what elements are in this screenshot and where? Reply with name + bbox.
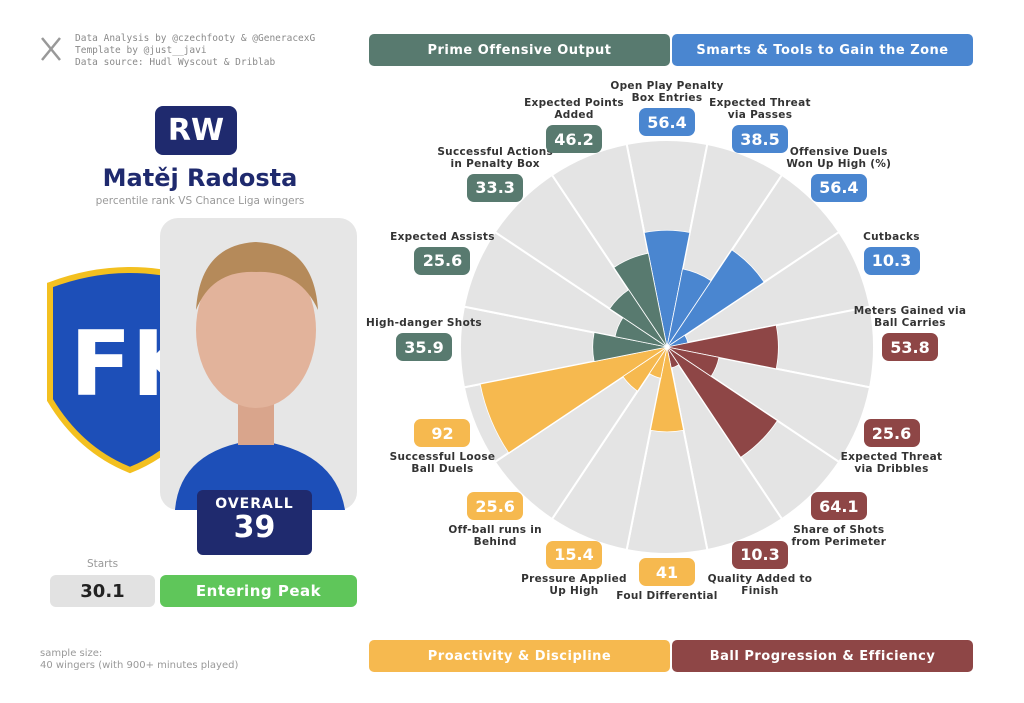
value-label: 33.3	[467, 173, 524, 202]
starts-label: Starts	[86, 558, 119, 570]
value-label: 53.8	[882, 333, 938, 361]
player-name: Matěj Radosta	[102, 164, 298, 192]
slice	[666, 346, 778, 458]
credit-line: Data source: Hudl Wyscout & Driblab	[75, 57, 276, 68]
slice	[592, 332, 668, 362]
category-label: Meters Gained via Ball Carries	[853, 305, 967, 329]
category-label: Open Play Penalty Box Entries	[610, 80, 724, 104]
category-label: Successful Loose Ball Duels	[389, 451, 496, 476]
category-label: High-danger Shots	[366, 317, 482, 329]
category-label: Foul Differential	[616, 590, 718, 602]
slice	[613, 252, 668, 348]
value-label: 15.4	[546, 540, 602, 569]
overall-label: OVERALL	[215, 496, 294, 512]
player-subtitle: percentile rank VS Chance Liga wingers	[95, 195, 305, 207]
x-logo	[41, 37, 61, 61]
category-label: Expected Threat via Dribbles	[840, 451, 943, 476]
value-label: 92	[414, 419, 471, 448]
category-label: Share of Shots from Perimeter	[791, 524, 887, 549]
slice	[479, 346, 668, 454]
credit-line: Data Analysis by @czechfooty & @Generace…	[75, 33, 316, 44]
value-label: 38.5	[731, 125, 788, 154]
overall-box: OVERALL 39	[197, 490, 312, 555]
value-label: 35.9	[396, 333, 452, 361]
value-label: 41	[639, 558, 695, 586]
player-photo	[160, 218, 357, 510]
credit-line: Template by @just__javi	[75, 45, 207, 56]
value-label: 25.6	[414, 246, 471, 275]
starts-value: 30.1	[50, 575, 155, 607]
value-label: 10.3	[863, 246, 920, 275]
legend-item: Smarts & Tools to Gain the Zone	[672, 34, 973, 66]
value-label: 46.2	[546, 125, 602, 154]
value-label: 10.3	[731, 540, 788, 569]
position-badge: RW	[155, 106, 237, 155]
value-label: 25.6	[467, 492, 524, 521]
credits: Data Analysis by @czechfooty & @Generace…	[75, 33, 315, 69]
sample-note: sample size: 40 wingers (with 900+ minut…	[40, 648, 238, 672]
career-stage: Entering Peak	[160, 575, 357, 607]
category-label: Successful Actions in Penalty Box	[437, 145, 554, 170]
sample-line: 40 wingers (with 900+ minutes played)	[40, 660, 239, 671]
value-label: 56.4	[639, 108, 695, 136]
value-label: 25.6	[863, 419, 920, 448]
overall-value: 39	[233, 510, 276, 545]
svg-text:FK: FK	[70, 312, 204, 417]
legend-item: Proactivity & Discipline	[369, 640, 670, 672]
category-label: Quality Added to Finish	[707, 572, 813, 597]
value-label: 56.4	[810, 173, 867, 202]
legend-item: Prime Offensive Output	[369, 34, 670, 66]
slice	[666, 249, 765, 348]
slice	[666, 324, 779, 370]
category-label: Cutbacks	[863, 230, 920, 243]
category-label: Pressure Applied Up High	[521, 572, 627, 597]
slice	[643, 229, 691, 348]
category-label: Offensive Duels Won Up High (%)	[786, 145, 892, 170]
category-label: Expected Points Added	[524, 97, 624, 122]
club-logo: FK	[47, 267, 204, 474]
sample-line: sample size:	[40, 648, 103, 659]
slice	[649, 346, 685, 433]
category-label: Expected Assists	[390, 230, 495, 243]
value-label: 64.1	[810, 492, 867, 521]
category-label: Off-ball runs in Behind	[448, 524, 542, 549]
legend-item: Ball Progression & Efficiency	[672, 640, 973, 672]
category-label: Expected Threat via Passes	[709, 97, 811, 122]
